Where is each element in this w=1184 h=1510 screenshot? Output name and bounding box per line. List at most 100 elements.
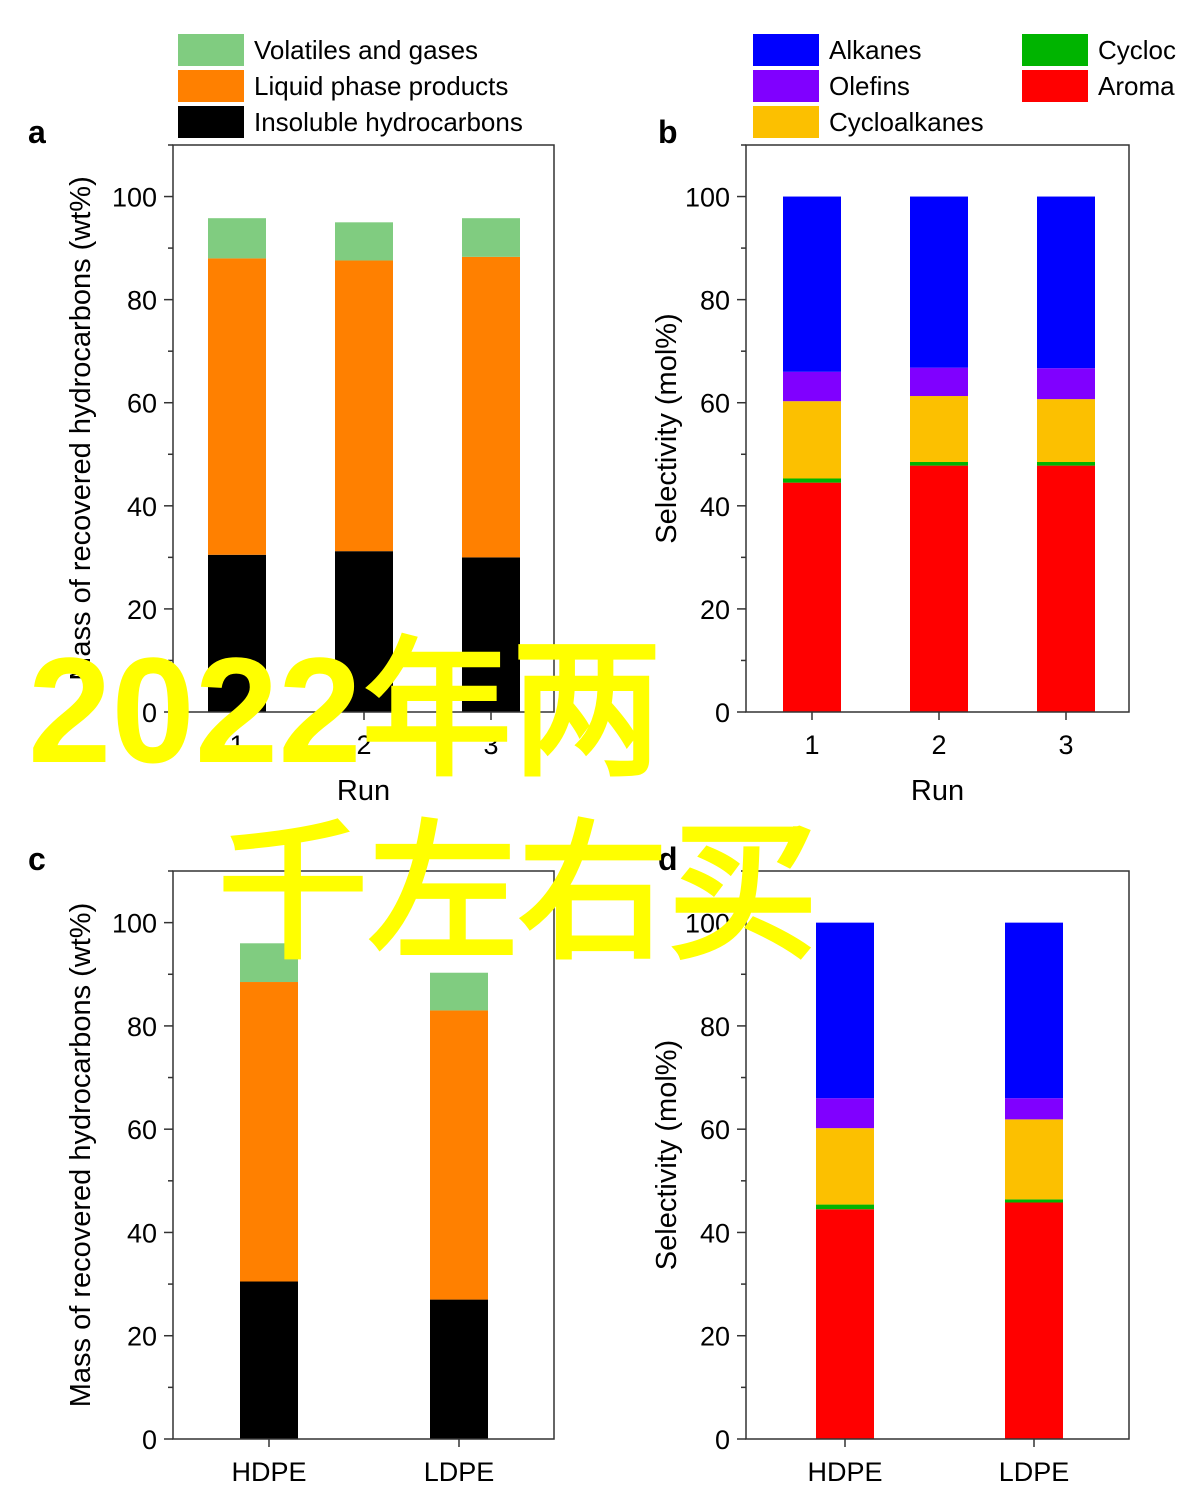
x-tick-label-c-HDPE: HDPE: [231, 1457, 306, 1487]
x-tick-label-a-1: 1: [229, 730, 244, 760]
legend-label-a-0: Volatiles and gases: [254, 35, 478, 65]
chart-panel-a: 0 20 40 60 80 100 1 2 3 Mass of recovered hydroca…: [28, 114, 555, 807]
bar-a-1-liquid-phase-products: [208, 258, 266, 555]
bar-d-HDPE-cycloolefins: [816, 1204, 874, 1210]
y-tick-label-c: 0: [142, 1425, 157, 1455]
y-tick-label-c: 40: [127, 1218, 157, 1248]
bar-b-1-cycloalkanes: [783, 401, 841, 479]
legend-swatch-a-1: [178, 70, 244, 102]
bar-b-1-cycloolefins: [783, 478, 841, 483]
bar-b-3-aromatics: [1037, 465, 1095, 712]
legend-b: Alkanes Olefins Cycloalkanes Cycloc Aroma: [753, 34, 1176, 138]
bar-b-2-alkanes: [910, 196, 968, 368]
y-tick-label-b: 20: [700, 595, 730, 625]
legend-swatch-b-2: [753, 106, 819, 138]
y-axis-title-b: Selectivity (mol%): [651, 313, 683, 543]
x-tick-label-b-2: 2: [931, 730, 946, 760]
panel-letter-a: a: [28, 114, 46, 150]
plot-frame-b: [745, 144, 1130, 713]
bar-d-LDPE-cycloalkanes: [1005, 1119, 1063, 1200]
y-tick-label-a: 100: [112, 183, 157, 213]
bar-d-LDPE-alkanes: [1005, 922, 1063, 1099]
bar-a-1-volatiles-and-gases: [208, 218, 266, 259]
bar-d-LDPE-olefins: [1005, 1098, 1063, 1120]
y-tick-label-d: 0: [715, 1425, 730, 1455]
y-axis-title-a: Mass of recovered hydrocarbons (wt%): [65, 176, 97, 680]
bar-a-3-liquid-phase-products: [462, 256, 520, 558]
bar-b-2-cycloolefins: [910, 462, 968, 466]
y-tick-label-a: 40: [127, 492, 157, 522]
bar-a-1-insoluble-hydrocarbons: [208, 554, 266, 712]
x-tick-label-b-1: 1: [804, 730, 819, 760]
legend-label-b-3: Cycloc: [1098, 35, 1176, 65]
bar-d-LDPE-aromatics: [1005, 1202, 1063, 1439]
bar-a-2-insoluble-hydrocarbons: [335, 551, 393, 712]
bar-d-HDPE-olefins: [816, 1098, 874, 1129]
x-axis-title-a: Run: [337, 775, 390, 807]
y-tick-label-b: 80: [700, 286, 730, 316]
overlay-line-2: 千左右买: [218, 809, 818, 977]
y-tick-label-c: 100: [112, 909, 157, 939]
legend-swatch-a-2: [178, 106, 244, 138]
legend-label-b-0: Alkanes: [829, 35, 922, 65]
y-tick-label-b: 0: [715, 698, 730, 728]
overlay-watermark: 2022年两 千左右买: [28, 626, 818, 977]
y-tick-label-d: 80: [700, 1012, 730, 1042]
bar-b-3-cycloolefins: [1037, 462, 1095, 466]
y-tick-label-b: 100: [685, 183, 730, 213]
y-tick-label-a: 0: [142, 698, 157, 728]
plot-frame-d: [745, 870, 1130, 1440]
bar-b-2-olefins: [910, 367, 968, 397]
chart-panel-d: 0 20 40 60 80 100 HDPE LDPE Selectivity (mol%) d: [651, 841, 1130, 1487]
legend-swatch-b-4: [1022, 70, 1088, 102]
bar-c-HDPE-liquid-phase-products: [240, 982, 298, 1282]
bar-c-LDPE-insoluble-hydrocarbons: [430, 1299, 488, 1439]
legend-label-a-2: Insoluble hydrocarbons: [254, 107, 523, 137]
bar-c-LDPE-liquid-phase-products: [430, 1010, 488, 1300]
bar-c-LDPE-volatiles-and-gases: [430, 972, 488, 1011]
legend-swatch-b-1: [753, 70, 819, 102]
y-tick-label-c: 60: [127, 1115, 157, 1145]
y-tick-label-d: 40: [700, 1218, 730, 1248]
y-tick-label-a: 60: [127, 389, 157, 419]
y-tick-label-d: 60: [700, 1115, 730, 1145]
bar-b-2-aromatics: [910, 465, 968, 712]
overlay-line-1: 2022年两: [28, 626, 662, 794]
plot-frame-c: [172, 870, 555, 1440]
y-tick-label-b: 40: [700, 492, 730, 522]
bar-a-2-liquid-phase-products: [335, 260, 393, 552]
legend-label-a-1: Liquid phase products: [254, 71, 508, 101]
bar-a-2-volatiles-and-gases: [335, 222, 393, 261]
bar-d-HDPE-aromatics: [816, 1209, 874, 1439]
bar-c-HDPE-volatiles-and-gases: [240, 943, 298, 983]
y-axis-title-c: Mass of recovered hydrocarbons (wt%): [65, 903, 97, 1407]
chart-panel-c: 0 20 40 60 80 100 HDPE LDPE Mass of recovered hy…: [28, 841, 555, 1487]
bar-d-LDPE-cycloolefins: [1005, 1199, 1063, 1203]
bar-b-2-cycloalkanes: [910, 396, 968, 463]
legend-swatch-b-3: [1022, 34, 1088, 66]
y-axis-title-d: Selectivity (mol%): [651, 1040, 683, 1270]
panel-letter-c: c: [28, 841, 46, 877]
bar-c-HDPE-insoluble-hydrocarbons: [240, 1281, 298, 1439]
x-tick-label-b-3: 3: [1058, 730, 1073, 760]
x-tick-label-d-HDPE: HDPE: [807, 1457, 882, 1487]
bar-d-HDPE-alkanes: [816, 922, 874, 1099]
y-tick-label-b: 60: [700, 389, 730, 419]
x-tick-label-a-2: 2: [356, 730, 371, 760]
bar-b-1-alkanes: [783, 196, 841, 372]
x-tick-label-a-3: 3: [483, 730, 498, 760]
bar-b-1-aromatics: [783, 482, 841, 712]
chart-legends: Volatiles and gases Liquid phase products…: [178, 34, 1176, 138]
chart-panel-b: 0 20 40 60 80 100 1 2 3 Selectivity (mol%) Run b: [651, 114, 1130, 807]
legend-label-b-2: Cycloalkanes: [829, 107, 984, 137]
x-tick-label-d-LDPE: LDPE: [999, 1457, 1070, 1487]
y-tick-label-a: 80: [127, 286, 157, 316]
x-tick-label-c-LDPE: LDPE: [424, 1457, 495, 1487]
y-tick-label-d: 20: [700, 1322, 730, 1352]
y-tick-label-c: 20: [127, 1322, 157, 1352]
bar-a-3-insoluble-hydrocarbons: [462, 557, 520, 712]
legend-swatch-a-0: [178, 34, 244, 66]
bar-a-3-volatiles-and-gases: [462, 218, 520, 257]
